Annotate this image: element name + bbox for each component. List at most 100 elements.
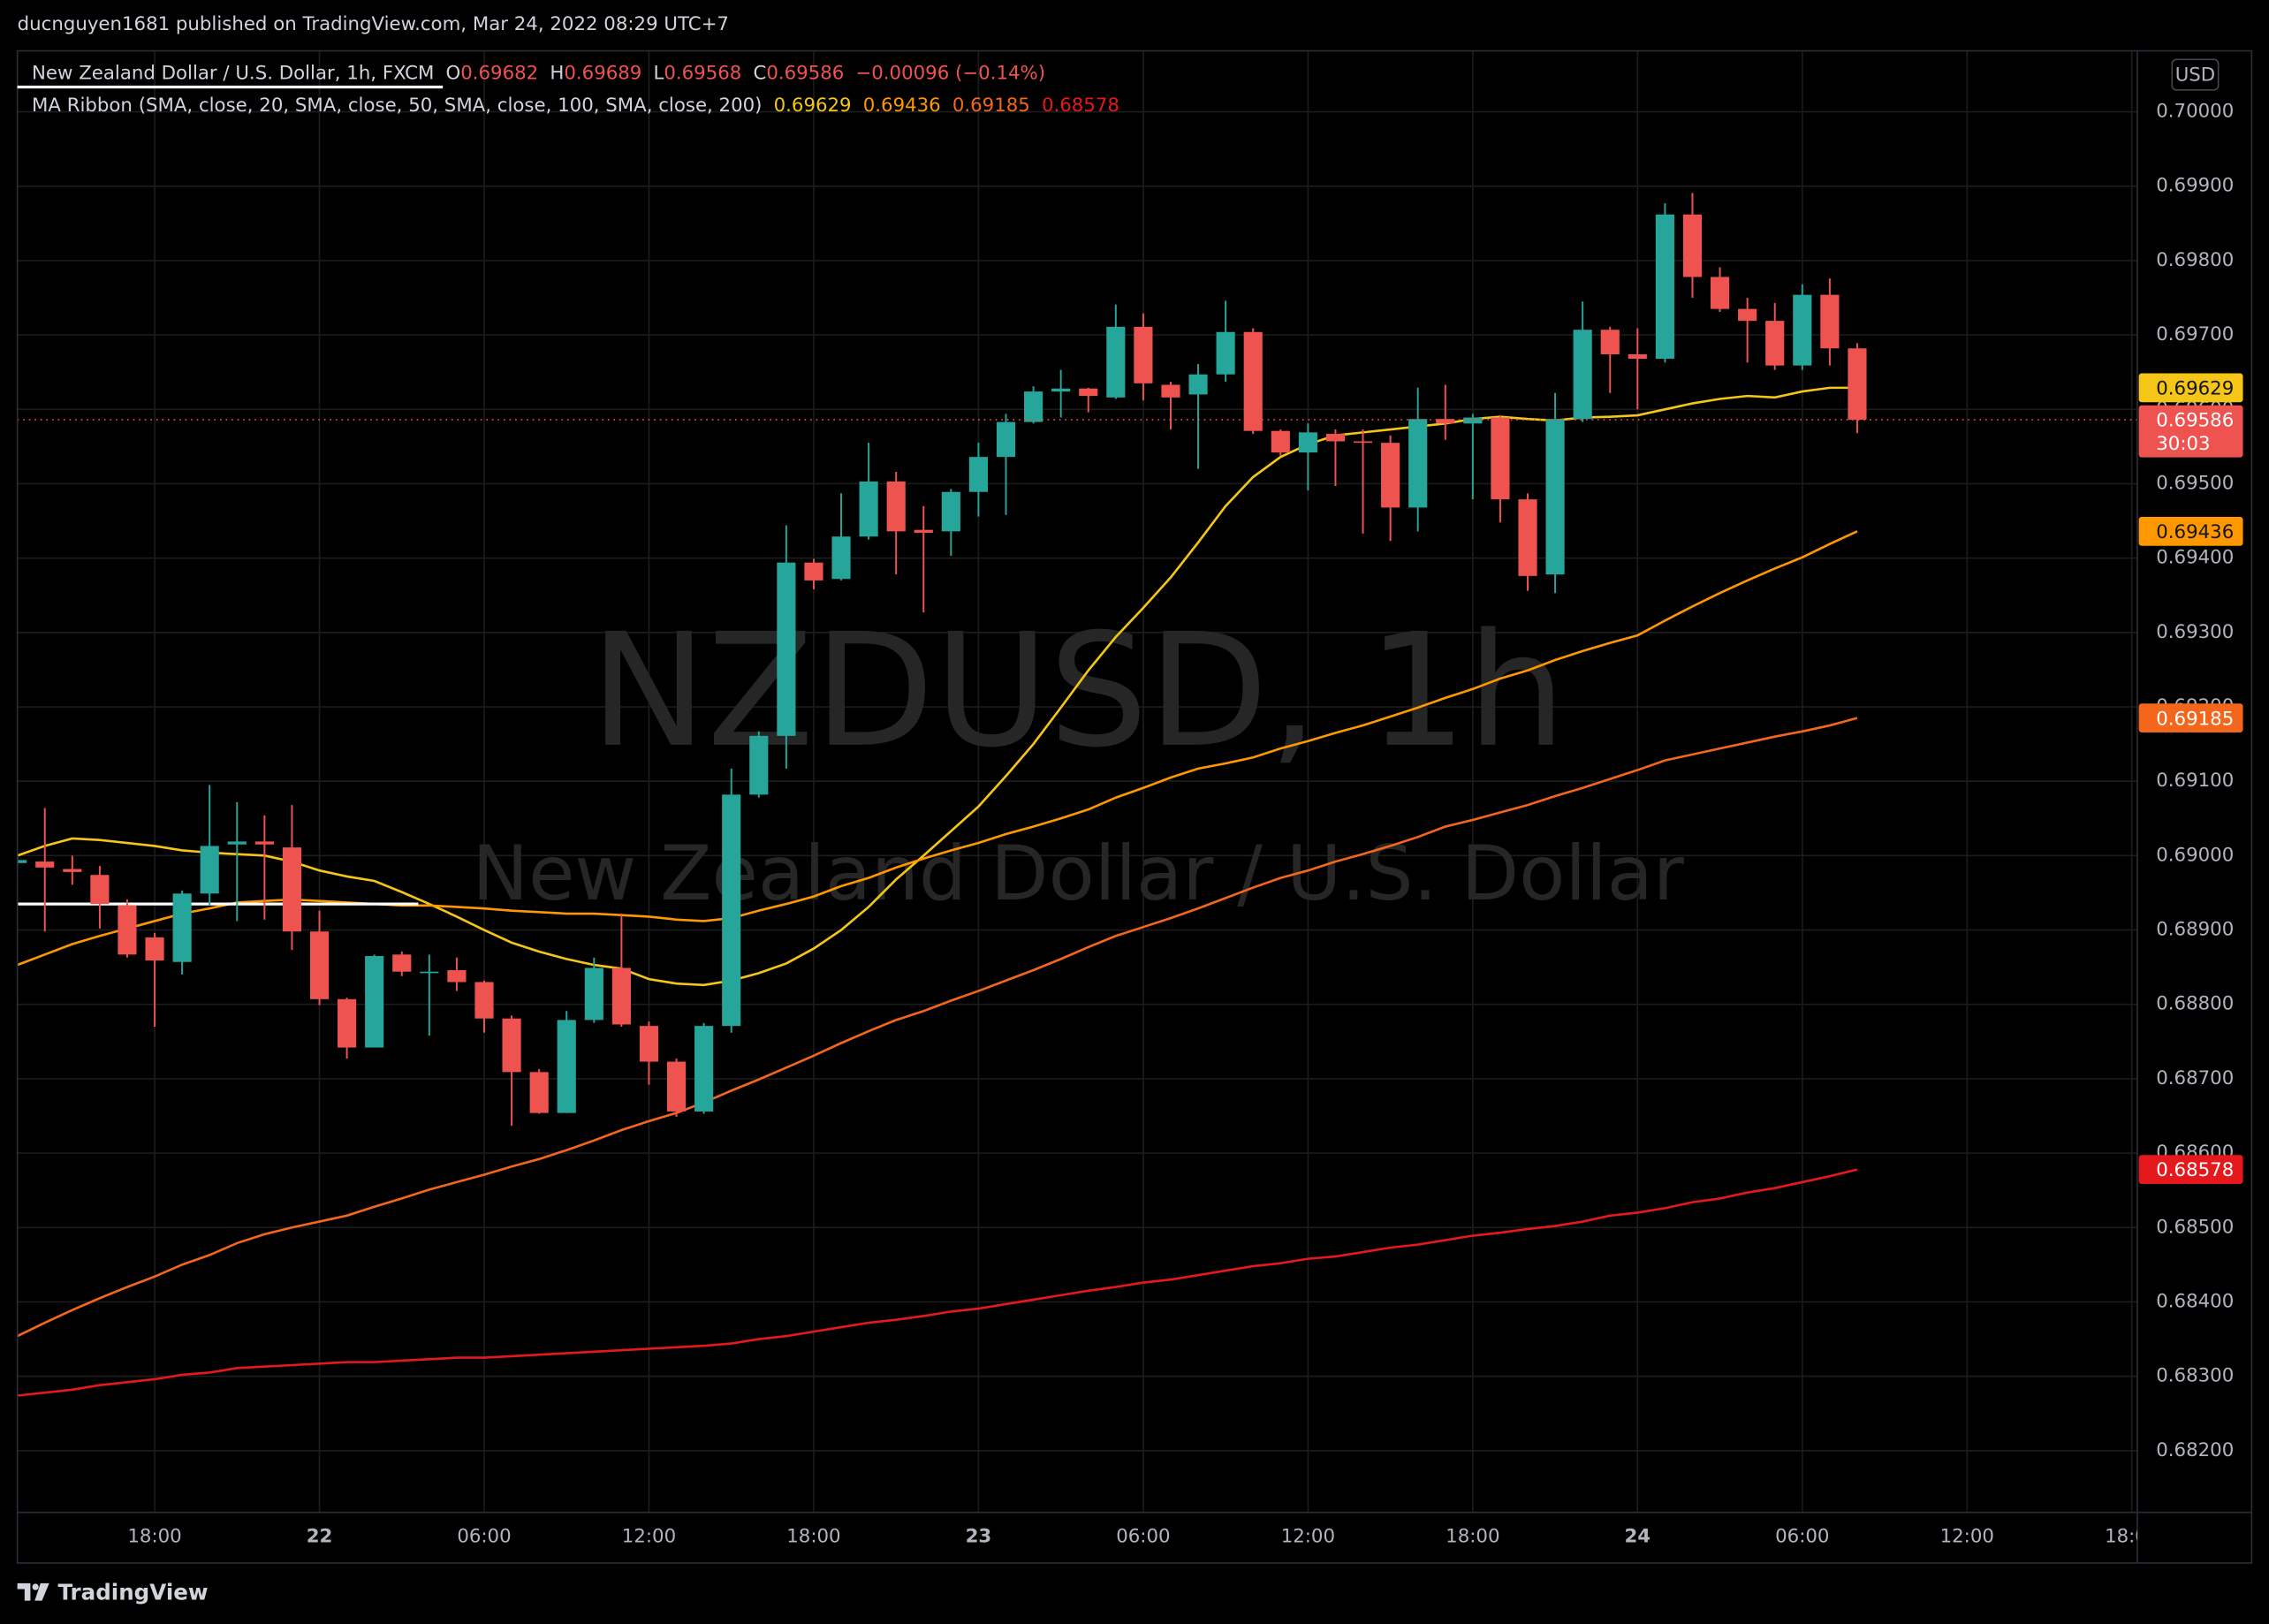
x-tick-label: 12:00 (1281, 1526, 1335, 1548)
x-tick-label: 06:00 (1116, 1526, 1170, 1548)
candle-body (1243, 331, 1263, 431)
ma-value: 0.68578 (1042, 95, 1119, 117)
candle-body (1848, 348, 1867, 421)
legend-main: New Zealand Dollar / U.S. Dollar, 1h, FX… (32, 63, 1045, 85)
candle-body (831, 536, 851, 580)
ohlc-label: L (653, 63, 664, 85)
y-tick-label: 0.69800 (2156, 249, 2234, 271)
candle-body (338, 998, 357, 1048)
candle-body (1518, 499, 1537, 576)
candle-body (777, 562, 796, 736)
candle-body (914, 529, 933, 534)
frame (16, 49, 2253, 1564)
price-badge-label: 0.68578 (2156, 1159, 2234, 1181)
candle-body (886, 481, 906, 532)
currency: USD (2175, 64, 2215, 86)
y-tick-label: 0.69300 (2156, 621, 2234, 643)
candle-body (254, 841, 274, 845)
y-tick-label: 0.68700 (2156, 1067, 2234, 1089)
ohlc-value: 0.69689 (564, 63, 641, 85)
price-axis: 0.682000.683000.684000.685000.686000.687… (2138, 101, 2243, 1461)
candle-body (90, 875, 110, 905)
symbol-title: New Zealand Dollar / U.S. Dollar, 1h, FX… (32, 63, 434, 85)
candle-body (1161, 384, 1180, 398)
x-tick-label: 22 (307, 1526, 333, 1548)
candle-body (1655, 214, 1674, 360)
y-tick-label: 0.68300 (2156, 1365, 2234, 1387)
ma-line (17, 1168, 1858, 1397)
x-tick-label: 23 (966, 1526, 992, 1548)
publish-header: ducnguyen1681 published on TradingView.c… (18, 13, 729, 35)
change: −0.00096 (−0.14%) (855, 63, 1045, 85)
candle-body (1765, 321, 1785, 366)
candle-body (420, 971, 439, 974)
ma-value: 0.69629 (774, 95, 852, 117)
candle-body (1573, 330, 1592, 420)
candle-body (1545, 419, 1565, 575)
current-price-badge (2138, 405, 2243, 458)
candle-body (35, 861, 55, 868)
candle-body (1738, 308, 1757, 322)
y-tick-label: 0.69400 (2156, 547, 2234, 569)
candle-body (282, 847, 302, 932)
candle-body (1710, 277, 1730, 309)
candle-body (63, 869, 82, 872)
candle-body (996, 421, 1016, 458)
candle-body (1298, 432, 1317, 453)
candle-body (1682, 214, 1703, 277)
candle-body (145, 937, 164, 961)
candle-body (1463, 417, 1483, 424)
candle-body (1436, 419, 1455, 424)
y-tick-label: 0.69500 (2156, 472, 2234, 494)
logo-mark (17, 1582, 31, 1601)
candle-body (1134, 326, 1153, 383)
x-tick-label: 18:00 (2105, 1526, 2159, 1548)
ohlc-label: C (753, 63, 766, 85)
x-tick-label: 06:00 (457, 1526, 511, 1548)
countdown: 30:03 (2156, 433, 2210, 455)
indicator-name: MA Ribbon (SMA, close, 20, SMA, close, 5… (32, 95, 762, 117)
tradingview-logo (17, 1582, 49, 1601)
candle-body (749, 735, 769, 795)
y-tick-label: 0.68900 (2156, 919, 2234, 941)
candle-body (859, 481, 878, 537)
y-tick-label: 0.68200 (2156, 1439, 2234, 1461)
candle-body (200, 846, 219, 894)
candle-body (1106, 326, 1126, 398)
y-tick-label: 0.69700 (2156, 323, 2234, 345)
candle-body (694, 1026, 714, 1112)
price-badge (2138, 373, 2243, 403)
y-tick-label: 0.68800 (2156, 993, 2234, 1015)
ohlc-value: 0.69586 (766, 63, 844, 85)
candle-body (722, 794, 741, 1027)
candle-body (17, 860, 27, 863)
candle-body (447, 970, 467, 983)
ma-value: 0.69436 (863, 95, 941, 117)
x-tick-label: 06:00 (1775, 1526, 1829, 1548)
current-price-label: 0.69586 (2156, 410, 2234, 432)
x-tick-label: 18:00 (1446, 1526, 1499, 1548)
watermark-symbol: NZDUSD, 1h (590, 600, 1567, 782)
candle-body (1079, 388, 1098, 397)
y-tick-label: 0.69900 (2156, 175, 2234, 197)
watermark-name: New Zealand Dollar / U.S. Dollar (472, 831, 1684, 918)
ma-value: 0.69185 (952, 95, 1030, 117)
price-badge (2138, 1155, 2243, 1184)
price-badge-label: 0.69185 (2156, 708, 2234, 730)
candle-body (1820, 294, 1840, 349)
candle-body (1793, 294, 1812, 366)
candle-body (1325, 434, 1346, 442)
candle-body (639, 1026, 659, 1062)
candle-body (1188, 374, 1208, 395)
currency-box (2171, 58, 2220, 91)
x-tick-label: 12:00 (622, 1526, 676, 1548)
candle-body (584, 968, 603, 1021)
candle-body (309, 931, 330, 999)
x-tick-label: 18:00 (786, 1526, 840, 1548)
candle-body (666, 1061, 687, 1112)
ohlc-value: 0.69682 (460, 63, 538, 85)
price-badge-label: 0.69436 (2156, 521, 2234, 543)
